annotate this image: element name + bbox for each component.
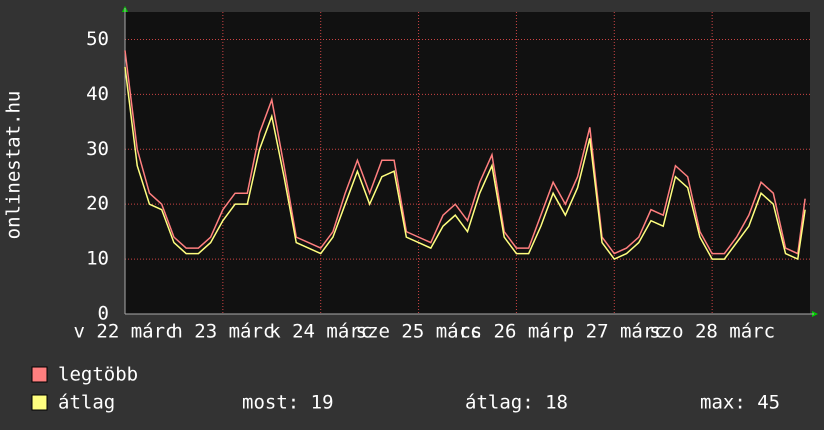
series-line [124,50,806,255]
y-axis-label: onlinestat.hu [3,91,25,240]
x-tick-label: k 24 márc [269,321,372,343]
plot-area [125,12,810,314]
y-tick-label: 10 [86,248,109,270]
y-tick-label: 40 [86,83,109,105]
y-tick-label: 0 [98,303,109,325]
x-tick-label: v 22 márc [74,321,177,343]
legend-stat: átlag: 18 [465,392,568,414]
series-line [124,66,806,261]
x-tick-label: p 27 márc [563,321,666,343]
axis-arrow [812,311,818,317]
x-tick-label: cs 26 márc [459,321,573,343]
legend-stat: most: 19 [242,392,334,414]
legend-swatch [31,394,48,411]
y-tick-label: 30 [86,138,109,160]
y-tick-label: 50 [86,28,109,50]
x-tick-label: szo 28 márc [649,321,775,343]
x-tick-label: sze 25 márc [356,321,482,343]
legend-label: legtöbb [58,364,138,386]
legend-swatch [31,366,48,383]
legend-stat: max: 45 [700,392,780,414]
y-tick-label: 20 [86,193,109,215]
x-tick-label: h 23 márc [171,321,274,343]
legend-label: átlag [58,392,115,414]
